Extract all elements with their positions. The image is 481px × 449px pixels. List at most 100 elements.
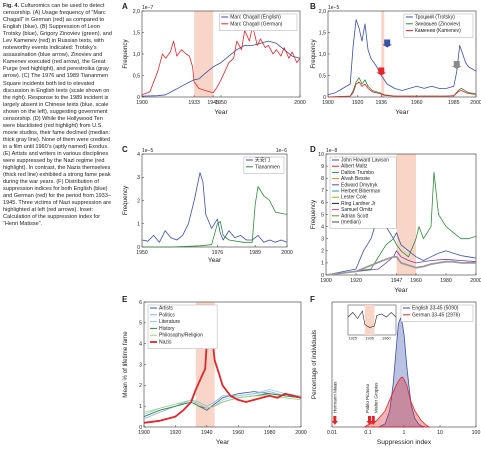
x-tick-label: 2000 xyxy=(295,430,307,436)
x-tick-label: 1960 xyxy=(410,278,422,284)
y-tick-label: 6 xyxy=(139,300,142,306)
x-tick-label: 1989 xyxy=(249,250,261,256)
panel-letter: A xyxy=(122,2,128,11)
series-line-0 xyxy=(141,40,301,97)
event-arrow-icon xyxy=(382,39,393,48)
panel-b-trotsky: B 1900 1920 1936 1960 1985 2000 0 0,5 1,0 1,5 2,0 Ye… xyxy=(308,2,481,117)
x-axis-label: Year xyxy=(395,109,409,116)
x-tick-label: 1920 xyxy=(350,278,362,284)
x-axis-label: Suppression index xyxy=(377,439,432,446)
y-axis-label: Percentage of individuals xyxy=(311,330,318,399)
legend-label: John Howard Lawson xyxy=(341,158,389,164)
inset-tick-label: 1936 xyxy=(365,337,373,341)
chart-svg-c: C 1950 1976 1989 2000 0 1 2 3 4 Year Frequency 1e−5 1… xyxy=(122,145,293,264)
x-tick-label: 1900 xyxy=(322,100,334,106)
highlight-band xyxy=(381,11,385,97)
y-tick-label: 0 xyxy=(137,245,140,251)
y-tick-label: 2 xyxy=(139,383,142,389)
x-tick-label: 2000 xyxy=(294,100,306,106)
figure-number: Fig. 4. xyxy=(3,3,20,9)
legend-label: Albert Maltz xyxy=(341,164,368,170)
x-tick-label: 1936 xyxy=(376,100,388,106)
legend-box xyxy=(243,156,285,174)
series-line-1 xyxy=(143,391,302,420)
legend-label: Alvah Bessie xyxy=(341,176,370,182)
x-tick-label: 0.01 xyxy=(327,430,337,436)
highlight-band xyxy=(194,11,214,97)
y-tick-label: 2 xyxy=(137,198,140,204)
x-tick-label: 1980 xyxy=(264,430,276,436)
legend-label: Samuel Ornitz xyxy=(341,207,373,213)
y-tick-label: 4 xyxy=(321,224,324,230)
y-tick-label: 5 xyxy=(139,321,142,327)
y-exponent: 1e−5 xyxy=(142,148,153,154)
panel-letter: B xyxy=(310,2,316,11)
y-axis-label: Mean % of lifetime fame xyxy=(122,331,129,398)
y-tick-label: 0 xyxy=(137,95,140,101)
panel-letter: E xyxy=(122,295,128,304)
y-tick-label: 9 xyxy=(321,164,324,170)
event-arrow-icon xyxy=(376,67,387,76)
legend-box xyxy=(400,304,474,322)
x-tick-label: 1947 xyxy=(391,278,403,284)
inset-highlight xyxy=(364,305,375,335)
panel-e-nazi-suppression: E 1900 1920 1940 1960 1980 2000 0 1 2 3 4 5 6 Year Mean… xyxy=(120,295,307,447)
x-tick-label: 1940 xyxy=(201,430,213,436)
y-tick-label: 0 xyxy=(323,95,326,101)
y-tick-label: 0,5 xyxy=(319,73,326,79)
y-tick-label: 1 xyxy=(321,261,324,267)
y-axis-label: Frequency xyxy=(122,185,129,215)
y-exponent-right: 1e−6 xyxy=(276,148,287,154)
x-axis-label: Year xyxy=(216,439,230,446)
legend-label: Herbert Biberman xyxy=(341,189,381,195)
y-tick-label: 1,0 xyxy=(319,52,326,58)
y-tick-label: 10 xyxy=(318,152,324,158)
panel-letter: C xyxy=(122,145,128,154)
series-line-2 xyxy=(325,250,477,276)
x-tick-label: 2000 xyxy=(470,100,481,106)
panel-c-tiananmen: C 1950 1976 1989 2000 0 1 2 3 4 Year Frequency 1e−5 1… xyxy=(120,145,305,265)
y-tick-label: 4 xyxy=(137,152,140,158)
legend-label: Philosophy/Religion xyxy=(159,333,203,339)
y-tick-label: 2,0 xyxy=(319,9,326,15)
y-tick-label: 1 xyxy=(139,404,142,410)
annotation-label: Hermann Maas xyxy=(332,381,337,413)
legend-label: Зиновьев (Zinoviev) xyxy=(415,21,461,27)
legend-label: Dalton Trumbo xyxy=(341,170,374,176)
y-tick-label: 4 xyxy=(139,341,142,347)
victim-arrow-icon xyxy=(331,416,338,425)
chart-svg-b: B 1900 1920 1936 1960 1985 2000 0 0,5 1,0 1,5 2,0 Ye… xyxy=(310,2,481,116)
x-tick-label: 1933 xyxy=(188,100,200,106)
legend-label: Lester Cole xyxy=(341,195,367,201)
x-tick-label: 1950 xyxy=(136,250,148,256)
legend-label: Ring Lardner Jr xyxy=(341,201,376,207)
y-tick-label: 1,5 xyxy=(319,30,326,36)
y-axis-label: Frequency xyxy=(122,38,129,68)
x-tick-label: 2000 xyxy=(470,278,481,284)
x-tick-label: 1900 xyxy=(136,100,148,106)
y-tick-label: 0,5 xyxy=(133,73,140,79)
x-tick-label: 1900 xyxy=(138,430,150,436)
series-line-1 xyxy=(142,186,288,248)
x-tick-label: 1960 xyxy=(411,100,423,106)
y-tick-label: 7 xyxy=(321,188,324,194)
y-axis-label: Frequency xyxy=(310,199,317,229)
series-line-5 xyxy=(143,315,302,424)
y-axis-label: Frequency xyxy=(310,38,317,68)
figure-caption: Fig. 4. Culturomics can be used to detec… xyxy=(3,3,114,229)
chart-svg-d: D 1900 1920 1947 1960 1980 2000 0 1 2 3 4 5 6 7 8 9 10 Yea… xyxy=(310,145,481,294)
inset-line xyxy=(347,310,397,328)
y-tick-label: 3 xyxy=(139,362,142,368)
y-tick-label: 3 xyxy=(321,237,324,243)
legend-label: English 33-45 (5090) xyxy=(412,306,459,312)
inset-tick-label: 1925 xyxy=(349,337,357,341)
legend-label: Artists xyxy=(159,306,173,312)
x-tick-label: 1950 xyxy=(215,100,227,106)
x-axis-label: Year xyxy=(214,109,228,116)
y-exponent: 1e−5 xyxy=(328,5,339,11)
legend-label: (median) xyxy=(341,220,361,226)
chart-svg-f: F 0.01 0.1 1 10 100 Suppression index Percentag… xyxy=(310,295,480,446)
x-tick-label: 1960 xyxy=(232,430,244,436)
x-tick-label: 1976 xyxy=(212,250,224,256)
y-tick-label: 6 xyxy=(321,200,324,206)
